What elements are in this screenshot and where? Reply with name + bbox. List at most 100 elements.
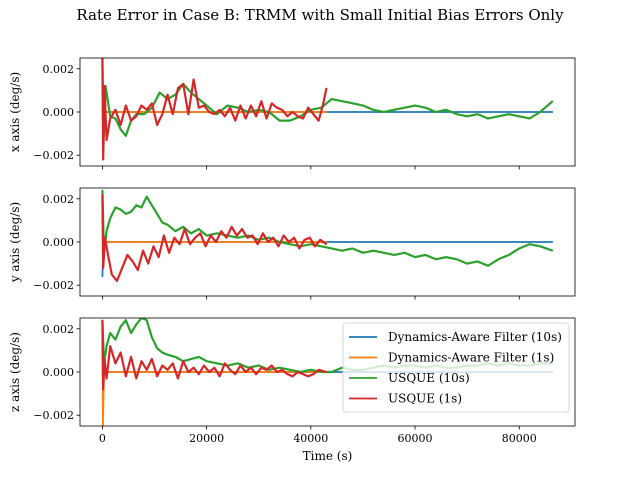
data-point: [143, 113, 145, 115]
data-point: [114, 109, 117, 111]
data-point: [125, 375, 127, 377]
data-point: [404, 107, 406, 109]
data-point: [140, 360, 143, 362]
legend-entry-label: Dynamics-Aware Filter (1s): [388, 351, 554, 365]
data-point: [140, 104, 143, 107]
data-point: [255, 373, 257, 375]
data-point: [130, 211, 132, 213]
data-point: [247, 234, 249, 237]
data-point: [204, 245, 207, 247]
data-point: [135, 377, 137, 380]
data-point: [126, 254, 129, 256]
data-point: [101, 193, 104, 196]
data-point: [362, 252, 364, 254]
data-point: [325, 111, 328, 113]
data-point: [109, 117, 111, 120]
data-point: [551, 111, 554, 113]
data-point: [289, 243, 291, 245]
y-tick-label: −0.002: [33, 279, 74, 292]
data-point: [351, 102, 354, 104]
data-point: [116, 280, 118, 282]
data-point: [156, 124, 158, 126]
data-point: [271, 102, 273, 104]
data-point: [198, 356, 200, 358]
data-point: [289, 120, 291, 122]
y-axis-label: z axis (deg/s): [8, 332, 22, 412]
data-point: [551, 100, 554, 102]
data-point: [135, 323, 137, 326]
data-point: [286, 115, 288, 117]
data-point: [198, 107, 200, 109]
data-point: [319, 239, 321, 241]
data-point: [265, 117, 268, 120]
data-point: [120, 124, 122, 126]
data-point: [229, 107, 231, 109]
data-point: [245, 117, 247, 120]
data-point: [130, 332, 132, 334]
data-point: [551, 250, 554, 252]
data-point: [163, 234, 165, 237]
data-point: [172, 113, 174, 115]
data-point: [231, 226, 233, 228]
data-point: [213, 113, 216, 115]
data-point: [203, 104, 205, 107]
data-point: [276, 107, 278, 109]
data-point: [539, 245, 541, 247]
data-point: [291, 111, 294, 113]
data-point: [497, 258, 500, 260]
data-point: [268, 369, 270, 371]
data-point: [210, 234, 212, 237]
data-point: [508, 254, 510, 256]
data-point: [307, 375, 309, 377]
data-point: [173, 237, 175, 239]
data-point: [161, 113, 163, 115]
data-point: [229, 369, 231, 371]
data-point: [393, 109, 395, 111]
series-group: [101, 58, 554, 161]
data-point: [362, 104, 364, 107]
data-point: [101, 189, 104, 191]
data-point: [174, 230, 176, 232]
data-point: [237, 107, 239, 109]
data-point: [216, 362, 218, 364]
data-point: [125, 104, 127, 107]
y-tick-label: 0.002: [43, 323, 75, 336]
legend-entry-label: USQUE (10s): [388, 371, 470, 385]
data-point: [241, 228, 243, 230]
data-point: [414, 104, 416, 107]
data-point: [331, 371, 333, 373]
y-axis-label: x axis (deg/s): [8, 72, 22, 152]
data-point: [190, 232, 192, 234]
data-point: [198, 98, 200, 100]
data-point: [297, 371, 299, 373]
data-point: [135, 115, 137, 117]
data-point: [103, 85, 106, 87]
data-point: [112, 241, 114, 243]
data-point: [105, 345, 108, 347]
data-point: [456, 113, 458, 115]
data-point: [206, 234, 208, 237]
data-point: [192, 367, 195, 369]
y-tick-label: 0.000: [43, 106, 75, 119]
data-point: [325, 87, 328, 89]
data-point: [286, 373, 288, 375]
data-point: [331, 247, 333, 250]
data-point: [102, 388, 104, 390]
data-point: [487, 265, 489, 267]
data-point: [283, 234, 285, 237]
data-point: [103, 358, 106, 360]
data-point: [216, 232, 218, 234]
data-point: [237, 362, 239, 364]
data-point: [190, 358, 192, 360]
data-point: [250, 367, 252, 369]
data-point: [383, 252, 385, 254]
data-point: [101, 275, 104, 278]
data-point: [120, 351, 122, 354]
legend-entry-label: USQUE (1s): [388, 392, 462, 406]
data-point: [114, 339, 117, 341]
data-point: [132, 260, 134, 263]
data-point: [307, 107, 309, 109]
subplot-1: −0.002 0.000 0.002 x axis (deg/s): [8, 57, 576, 170]
data-point: [102, 267, 104, 269]
data-point: [156, 213, 158, 215]
